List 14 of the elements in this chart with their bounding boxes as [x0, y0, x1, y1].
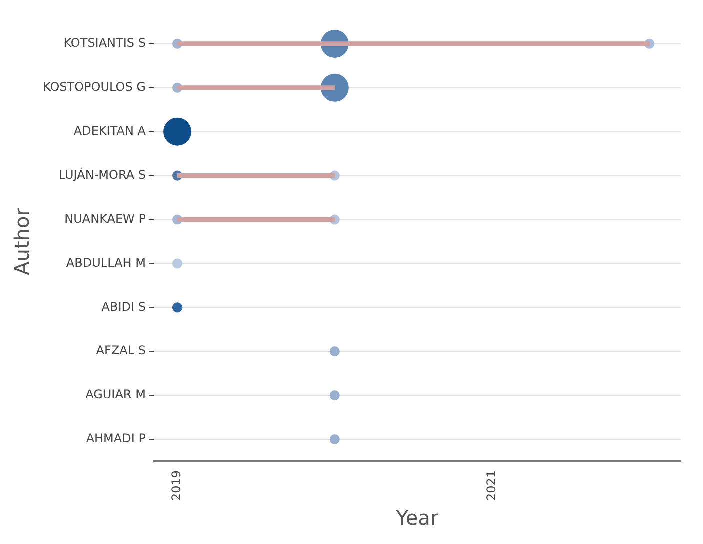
x-tick-label: 2019	[170, 470, 184, 502]
y-axis-title: Author	[10, 207, 34, 276]
y-tick-label: ADEKITAN A	[74, 124, 147, 138]
x-axis-title: Year	[395, 506, 440, 530]
y-tick-label: KOTSIANTIS S	[64, 36, 146, 50]
y-tick-label: NUANKAEW P	[64, 212, 146, 226]
y-tick-label: ABDULLAH M	[66, 256, 146, 270]
y-tick-label: ABIDI S	[102, 300, 146, 314]
y-tick-label: AGUIAR M	[86, 388, 146, 402]
y-tick-label: KOSTOPOULOS G	[42, 80, 146, 94]
y-tick-label: AHMADI P	[86, 432, 146, 446]
x-tick-label: 2021	[484, 470, 498, 502]
y-tick-label: LUJÁN-MORA S	[58, 166, 146, 182]
y-tick-label: AFZAL S	[96, 344, 146, 358]
